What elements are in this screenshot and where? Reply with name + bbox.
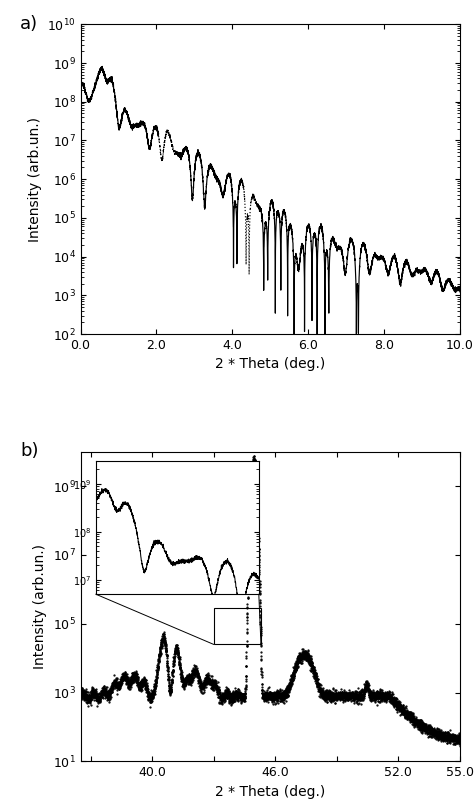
Y-axis label: Intensity (arb.un.): Intensity (arb.un.) xyxy=(33,544,47,669)
X-axis label: 2 * Theta (deg.): 2 * Theta (deg.) xyxy=(215,785,325,799)
Text: b): b) xyxy=(20,442,38,460)
Y-axis label: Intensity (arb.un.): Intensity (arb.un.) xyxy=(27,117,42,241)
Bar xyxy=(214,608,261,645)
X-axis label: 2 * Theta (deg.): 2 * Theta (deg.) xyxy=(215,357,325,372)
Text: a): a) xyxy=(20,15,38,33)
